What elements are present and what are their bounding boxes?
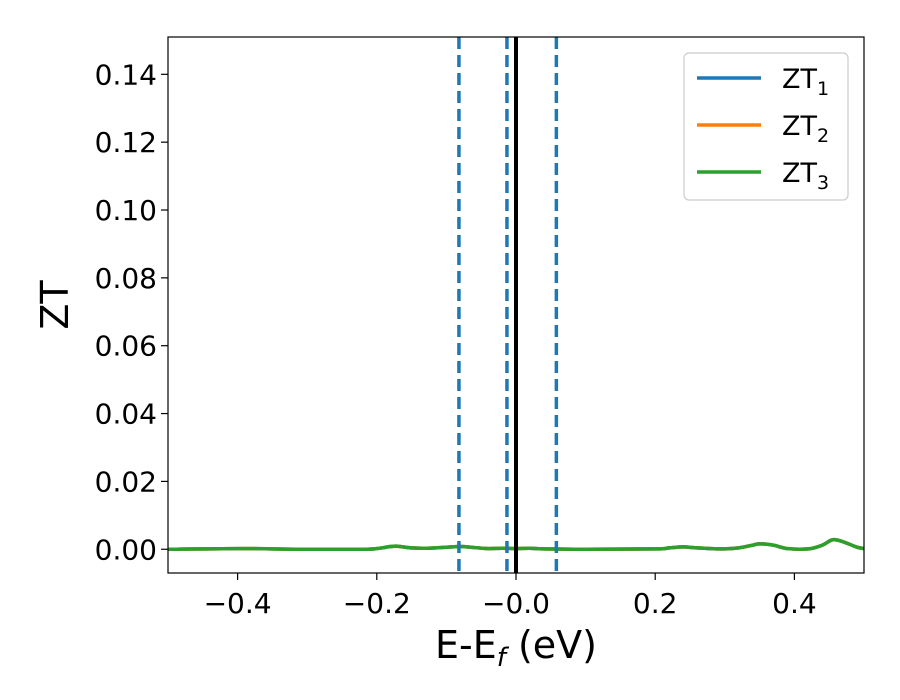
x-axis-ticks: −0.4 −0.2 −0.0 0.2 0.4	[204, 573, 817, 620]
y-tick-label: 0.06	[95, 330, 157, 363]
x-tick-label: −0.0	[482, 587, 550, 620]
reference-lines	[457, 37, 559, 573]
y-tick-label: 0.08	[95, 262, 157, 295]
y-tick-label: 0.10	[95, 194, 157, 227]
x-axis-title-main: E-E	[435, 623, 497, 667]
x-axis-title-unit: (eV)	[506, 623, 597, 667]
y-tick-label: 0.14	[95, 58, 157, 91]
y-tick-label: 0.04	[95, 398, 157, 431]
y-tick-label: 0.02	[95, 465, 157, 498]
y-tick-label: 0.00	[95, 533, 157, 566]
x-tick-label: −0.4	[204, 587, 272, 620]
series-line-3	[167, 537, 865, 552]
legend-label-2: ZT2	[782, 111, 829, 147]
legend-label-3: ZT3	[782, 158, 829, 194]
x-tick-label: 0.4	[772, 587, 817, 620]
y-axis-ticks: 0.00 0.02 0.04 0.06 0.08 0.10 0.12 0.14	[95, 58, 168, 566]
plot-area	[167, 537, 865, 552]
legend-label-1: ZT1	[782, 64, 829, 100]
x-tick-label: −0.2	[343, 587, 411, 620]
legend-box	[683, 52, 849, 201]
y-axis-title: ZT	[33, 280, 77, 330]
x-tick-label: 0.2	[633, 587, 678, 620]
x-axis-title: E-Ef (eV)	[435, 623, 597, 673]
y-tick-label: 0.12	[95, 126, 157, 159]
legend: ZT1 ZT2 ZT3	[683, 52, 849, 201]
